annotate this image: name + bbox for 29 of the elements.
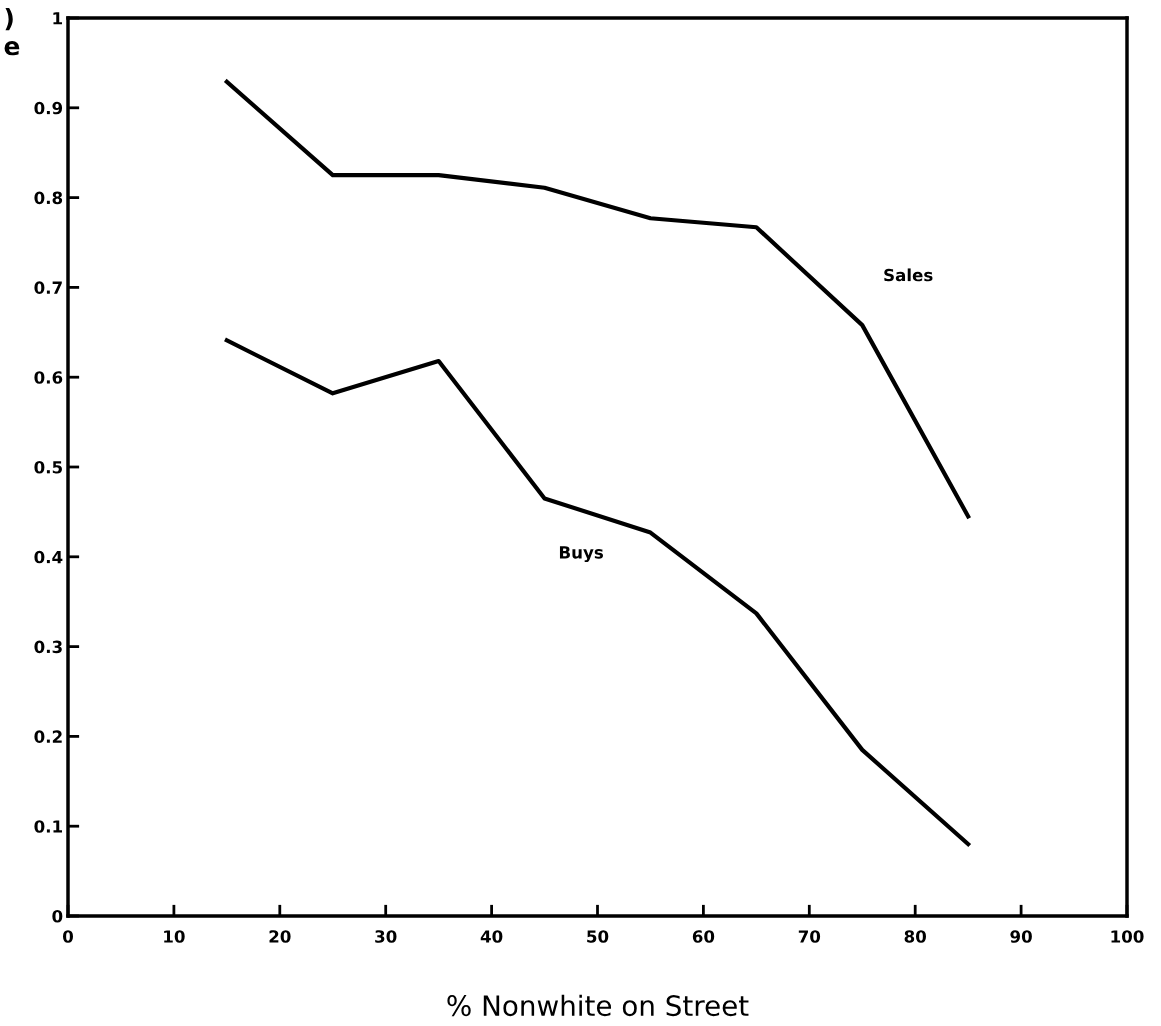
text: Sales [884, 268, 933, 282]
y-tick-label: 0.6 [34, 371, 63, 384]
x-tick-label: 0 [63, 930, 73, 943]
x-tick-label: 10 [164, 930, 185, 943]
x-tick-label: 80 [904, 930, 926, 943]
x-tick-label: 90 [1010, 930, 1032, 943]
y-tick-label: 0.9 [34, 101, 63, 115]
y-tick-label: 0.2 [34, 730, 62, 743]
x-tick-label: 70 [798, 930, 821, 943]
y-tick-label: 0 [52, 909, 63, 923]
text: ) [5, 8, 13, 31]
x-tick-label: 30 [375, 930, 397, 943]
line-series [224, 338, 971, 847]
y-tick-label: 1 [53, 12, 62, 25]
x-tick-label: 60 [692, 930, 715, 943]
x-tick-label: 50 [587, 930, 609, 943]
x-tick-label: 20 [269, 930, 291, 943]
x-tick-label: 40 [480, 930, 503, 943]
y-tick-label: 0.7 [34, 281, 62, 294]
text: e [4, 41, 20, 56]
y-tick-label: 0.5 [34, 460, 62, 474]
y-tick-label: 0.4 [34, 550, 63, 564]
series-label: Buys [559, 546, 603, 563]
y-tick-label: 0.3 [34, 640, 62, 654]
x-axis-title: % Nonwhite on Street [447, 994, 749, 1017]
y-tick-label: 0.1 [34, 820, 62, 833]
line-series [224, 79, 971, 519]
y-tick-label: 0.8 [34, 191, 63, 205]
x-tick-label: 100 [1111, 930, 1144, 943]
